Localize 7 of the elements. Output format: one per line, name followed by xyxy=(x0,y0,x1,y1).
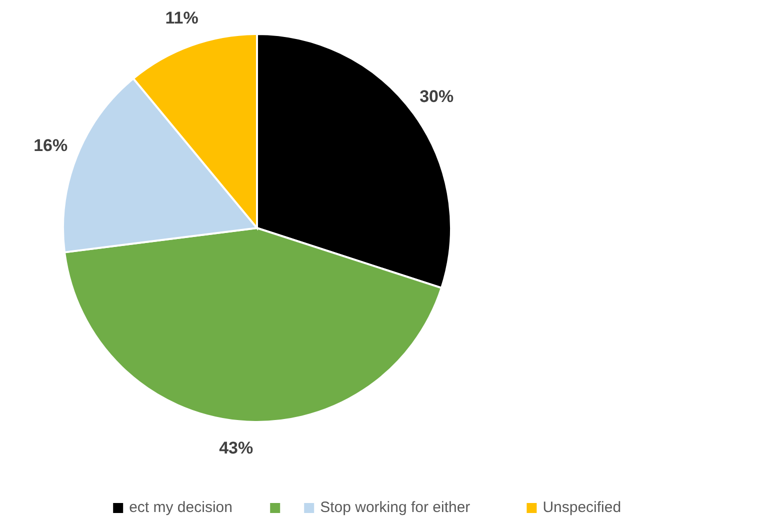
data-label: 30% xyxy=(420,86,454,106)
legend-label: Stop working for either xyxy=(320,498,470,516)
data-label: 16% xyxy=(34,136,68,155)
legend-label: Unspecified xyxy=(542,498,622,516)
legend-label: ect my decision xyxy=(129,498,232,516)
data-label: 43% xyxy=(219,438,254,458)
data-label: 11% xyxy=(165,8,198,28)
